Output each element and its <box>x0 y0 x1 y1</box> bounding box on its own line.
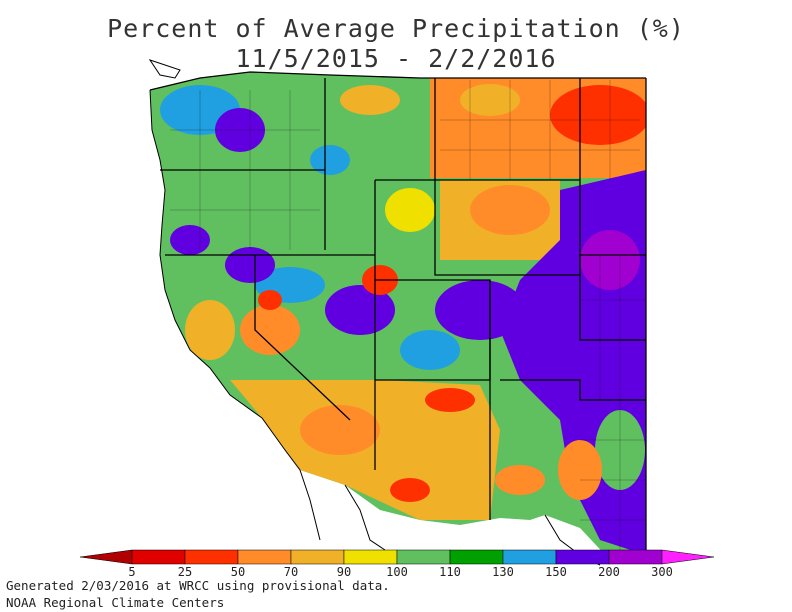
legend-swatch <box>608 549 663 565</box>
legend-tick-label: 50 <box>231 565 245 579</box>
legend-swatch <box>343 549 398 565</box>
map-title: Percent of Average Precipitation (%) <box>107 14 685 43</box>
county-lines <box>170 80 646 555</box>
legend-tick-label: 110 <box>439 565 461 579</box>
legend-swatch-highest <box>661 549 715 565</box>
legend: 5 25 50 70 90 100 110 130 150 200 300 <box>79 549 715 579</box>
legend-tick-label: 5 <box>128 565 135 579</box>
legend-swatch <box>449 549 504 565</box>
legend-swatch <box>555 549 610 565</box>
map-date-range: 11/5/2015 - 2/2/2016 <box>235 44 557 73</box>
legend-swatch <box>237 549 292 565</box>
legend-swatch <box>184 549 239 565</box>
legend-tick-label: 150 <box>545 565 567 579</box>
source-credit: NOAA Regional Climate Centers <box>6 595 225 610</box>
legend-swatch <box>290 549 345 565</box>
legend-swatch-lowest <box>79 549 133 565</box>
legend-swatch <box>502 549 557 565</box>
precip-field <box>150 72 646 560</box>
state-boundaries <box>149 71 647 555</box>
legend-tick-label: 25 <box>178 565 192 579</box>
legend-tick-label: 70 <box>284 565 298 579</box>
legend-tick-label: 90 <box>337 565 351 579</box>
legend-tick-label: 100 <box>386 565 408 579</box>
generated-note: Generated 2/03/2016 at WRCC using provis… <box>6 578 390 593</box>
legend-tick-label: 200 <box>598 565 620 579</box>
legend-swatch <box>131 549 186 565</box>
legend-tick-label: 300 <box>651 565 673 579</box>
legend-tick-label: 130 <box>492 565 514 579</box>
coastline <box>148 59 601 566</box>
legend-swatch <box>396 549 451 565</box>
